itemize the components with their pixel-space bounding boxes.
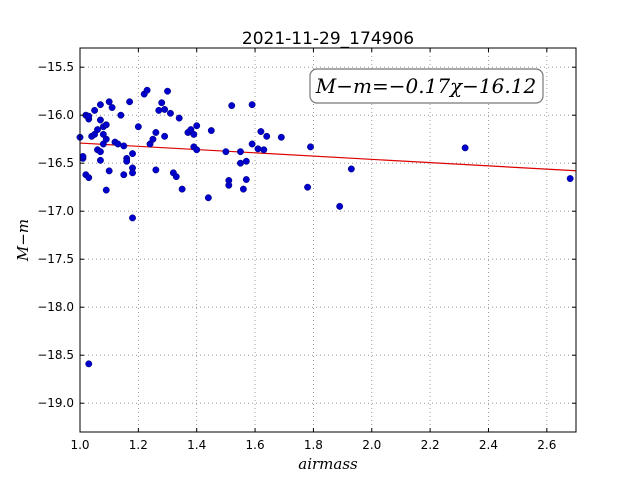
data-point — [114, 140, 122, 148]
data-point — [96, 156, 104, 164]
data-point — [242, 176, 250, 183]
data-point — [190, 130, 198, 138]
fit-line — [79, 142, 577, 172]
x-tick-label: 1.6 — [246, 438, 265, 452]
data-point — [94, 126, 101, 134]
data-point — [164, 87, 171, 95]
data-point — [161, 132, 169, 140]
data-point — [108, 104, 116, 111]
data-point — [175, 114, 183, 122]
data-point — [155, 106, 163, 114]
data-point — [134, 123, 142, 131]
plot-frame — [79, 47, 577, 433]
x-tick-label: 2.6 — [537, 438, 556, 452]
data-point — [105, 167, 113, 175]
data-point — [242, 157, 250, 165]
data-point — [228, 102, 236, 110]
data-point — [254, 145, 262, 153]
data-point — [172, 173, 180, 181]
data-point — [566, 175, 574, 183]
x-tick-label: 1.0 — [70, 438, 89, 452]
data-point — [239, 185, 247, 193]
data-point — [129, 169, 136, 177]
data-point — [260, 146, 268, 154]
data-point — [237, 159, 244, 167]
data-point — [143, 86, 151, 94]
data-point — [129, 150, 136, 158]
data-point — [152, 129, 160, 136]
data-point — [126, 98, 134, 106]
data-point — [158, 99, 166, 107]
data-point — [91, 106, 99, 114]
data-point — [193, 122, 201, 130]
y-tick-label: −19.0 — [37, 396, 74, 410]
x-tick-label: 1.8 — [304, 438, 323, 452]
data-points — [76, 86, 574, 368]
data-point — [178, 185, 186, 193]
data-point — [204, 194, 212, 202]
data-point — [222, 148, 230, 156]
data-point — [149, 135, 157, 143]
data-point — [277, 133, 285, 141]
y-tick-label: −17.5 — [37, 252, 74, 266]
data-point — [304, 183, 312, 191]
data-point — [85, 112, 93, 120]
x-tick-label: 1.4 — [187, 438, 206, 452]
y-tick-label: −16.5 — [37, 156, 74, 170]
data-point — [263, 132, 271, 140]
data-point — [257, 128, 265, 135]
x-tick-label: 2.2 — [421, 438, 440, 452]
data-point — [85, 174, 93, 182]
data-point — [102, 135, 110, 143]
data-point — [207, 127, 215, 135]
equation-annotation: M−m=−0.17χ−16.12 — [315, 74, 536, 98]
x-tick-label: 2.4 — [479, 438, 498, 452]
y-tick-label: −17.0 — [37, 204, 74, 218]
data-point — [96, 116, 104, 124]
data-point — [120, 171, 128, 179]
data-point — [102, 186, 110, 194]
data-point — [461, 144, 469, 152]
data-point — [129, 214, 136, 222]
data-point — [96, 148, 104, 156]
data-point — [225, 181, 233, 189]
data-point — [347, 165, 355, 173]
data-point — [120, 142, 128, 150]
data-point — [117, 111, 125, 119]
x-axis-label: airmass — [298, 455, 358, 473]
grid — [79, 48, 576, 432]
equation-box — [309, 68, 544, 104]
data-point — [248, 140, 256, 148]
chart-title: 2021-11-29_174906 — [242, 29, 414, 49]
data-point — [102, 121, 110, 129]
data-point — [237, 148, 244, 156]
data-point — [166, 109, 174, 117]
data-point — [336, 202, 344, 210]
axis-ticks: 1.0 1.2 1.4 1.6 1.8 2.0 2.2 2.4 2.6 −15.5 −16.0 −16… — [37, 48, 576, 452]
data-point — [193, 146, 201, 154]
x-tick-label: 1.2 — [129, 438, 148, 452]
data-point — [307, 143, 314, 151]
data-point — [79, 153, 87, 160]
data-point — [161, 105, 169, 113]
data-point — [96, 101, 104, 109]
y-tick-label: −16.0 — [37, 108, 74, 122]
fit-line-group — [79, 142, 577, 172]
data-point — [123, 157, 131, 165]
y-tick-label: −18.5 — [37, 348, 74, 362]
y-axis-label: M−m — [14, 219, 32, 262]
data-point — [152, 166, 160, 174]
data-point — [85, 360, 93, 368]
data-point — [248, 101, 256, 109]
x-tick-label: 2.0 — [362, 438, 381, 452]
y-tick-label: −18.0 — [37, 300, 74, 314]
data-point — [105, 98, 113, 106]
y-tick-label: −15.5 — [37, 60, 74, 74]
